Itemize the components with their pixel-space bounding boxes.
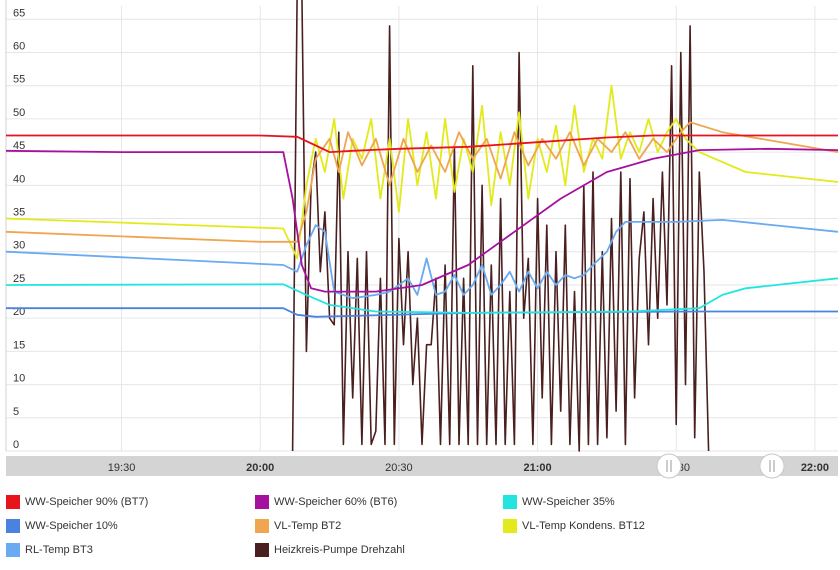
x-tick-label: 20:30 [385, 462, 413, 474]
legend-item-bt3[interactable]: RL-Temp BT3 [6, 540, 93, 560]
legend-item-bt7[interactable]: WW-Speicher 90% (BT7) [6, 492, 148, 512]
series-line-4 [6, 121, 838, 243]
y-tick-label: 45 [13, 140, 25, 152]
x-tick-label: 21:00 [523, 462, 551, 474]
y-tick-label: 55 [13, 74, 25, 86]
series-line-2 [6, 277, 838, 314]
legend-label-ww35: WW-Speicher 35% [522, 496, 615, 508]
y-tick-label: 40 [13, 173, 25, 185]
legend-label-bt6: WW-Speicher 60% (BT6) [274, 496, 398, 508]
series-line-0 [6, 134, 838, 153]
legend-swatch-ww35 [503, 495, 517, 509]
legend-label-ww10: WW-Speicher 10% [25, 520, 118, 532]
y-tick-label: 65 [13, 7, 25, 19]
y-tick-label: 35 [13, 207, 25, 219]
x-tick-label: 20:00 [246, 462, 274, 474]
legend-swatch-ww10 [6, 519, 20, 533]
series-line-6 [6, 219, 838, 300]
y-tick-label: 10 [13, 373, 25, 385]
y-tick-label: 60 [13, 40, 25, 52]
legend-item-bt12[interactable]: VL-Temp Kondens. BT12 [503, 516, 645, 536]
y-tick-label: 30 [13, 240, 25, 252]
legend-swatch-bt12 [503, 519, 517, 533]
y-axis: 0 5 10 15 20 25 30 35 40 45 50 55 60 65 [13, 7, 25, 451]
legend-label-bt2: VL-Temp BT2 [274, 520, 342, 532]
x-tick-label: 22:00 [801, 462, 829, 474]
legend-item-pump[interactable]: Heizkreis-Pumpe Drehzahl [255, 540, 405, 560]
legend-label-pump: Heizkreis-Pumpe Drehzahl [274, 544, 405, 556]
y-tick-label: 50 [13, 107, 25, 119]
series-group [6, 0, 838, 452]
series-line-3 [6, 307, 838, 318]
series-line-5 [6, 84, 838, 260]
y-tick-label: 25 [13, 273, 25, 285]
legend-swatch-bt7 [6, 495, 20, 509]
legend-swatch-bt6 [255, 495, 269, 509]
series-line-7 [291, 0, 710, 452]
legend-swatch-bt3 [6, 543, 20, 557]
chart: 0 5 10 15 20 25 30 35 40 45 50 55 60 65 19:30 20:00 20:… [5, 0, 838, 479]
y-tick-label: 20 [13, 306, 25, 318]
legend-item-bt6[interactable]: WW-Speicher 60% (BT6) [255, 492, 397, 512]
legend-item-bt2[interactable]: VL-Temp BT2 [255, 516, 341, 536]
zoom-handle-left[interactable] [656, 453, 682, 479]
x-axis-bar [6, 456, 838, 476]
legend-label-bt3: RL-Temp BT3 [25, 544, 93, 556]
legend-item-ww10[interactable]: WW-Speicher 10% [6, 516, 118, 536]
y-tick-label: 15 [13, 339, 25, 351]
x-tick-label: 19:30 [108, 462, 136, 474]
y-tick-label: 0 [13, 439, 19, 451]
legend: WW-Speicher 90% (BT7) WW-Speicher 60% (B… [0, 482, 840, 570]
y-tick-label: 5 [13, 406, 19, 418]
legend-label-bt12: VL-Temp Kondens. BT12 [522, 520, 645, 532]
legend-label-bt7: WW-Speicher 90% (BT7) [25, 496, 149, 508]
legend-item-ww35[interactable]: WW-Speicher 35% [503, 492, 615, 512]
legend-swatch-pump [255, 543, 269, 557]
legend-swatch-bt2 [255, 519, 269, 533]
zoom-handle-right[interactable] [759, 453, 785, 479]
series-line-1 [6, 147, 838, 293]
